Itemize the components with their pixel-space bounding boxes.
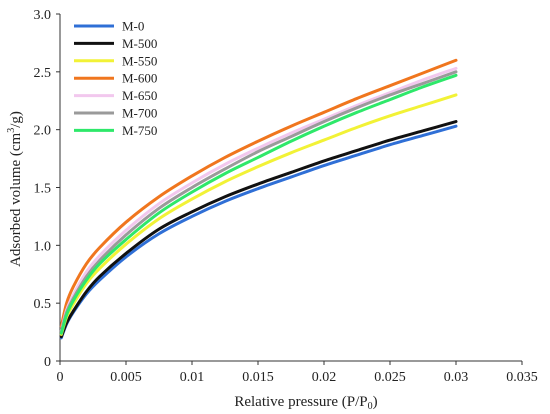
x-tick-label: 0.005 (110, 370, 142, 385)
x-tick-label: 0.01 (180, 370, 205, 385)
series-line-m-700 (59, 70, 458, 334)
x-ticks: 0 0.005 0.01 0.015 0.02 0.025 0.03 0.035 (57, 361, 538, 385)
series-line-m-550 (59, 93, 458, 336)
legend-label-m-550: M-550 (122, 53, 157, 68)
y-tick-label: 2.0 (34, 124, 52, 139)
x-tick-label: 0.02 (312, 370, 337, 385)
legend-label-m-0: M-0 (122, 19, 144, 34)
y-tick-label: 2.5 (34, 66, 52, 81)
legend-label-m-500: M-500 (122, 36, 157, 51)
legend-label-m-750: M-750 (122, 123, 157, 138)
series-lines (59, 58, 458, 340)
y-tick-label: 1.0 (34, 239, 52, 254)
y-tick-label: 1.5 (34, 182, 52, 197)
y-tick-label: 0.5 (34, 297, 52, 312)
y-ticks: 0 0.5 1.0 1.5 2.0 2.5 3.0 (34, 8, 60, 370)
x-axis-title: Relative pressure (P/P0) (234, 394, 377, 412)
legend-label-m-650: M-650 (122, 88, 157, 103)
x-tick-label: 0.025 (374, 370, 406, 385)
x-tick-label: 0.03 (444, 370, 469, 385)
series-line-m-750 (59, 73, 458, 335)
y-axis-title: Adsorbed volume (cm3/g) (6, 111, 24, 267)
series-line-m-500 (59, 120, 458, 339)
x-tick-label: 0.015 (242, 370, 274, 385)
x-tick-label: 0.035 (506, 370, 538, 385)
series-line-m-600 (59, 58, 458, 328)
series-line-m-650 (59, 66, 458, 333)
legend-label-m-600: M-600 (122, 71, 157, 86)
x-tick-label: 0 (57, 370, 64, 385)
y-tick-label: 3.0 (34, 8, 52, 23)
legend-label-m-700: M-700 (122, 106, 157, 121)
y-tick-label: 0 (44, 355, 51, 370)
legend: M-0 M-500 M-550 M-600 M-650 M-700 M-750 (74, 19, 157, 138)
